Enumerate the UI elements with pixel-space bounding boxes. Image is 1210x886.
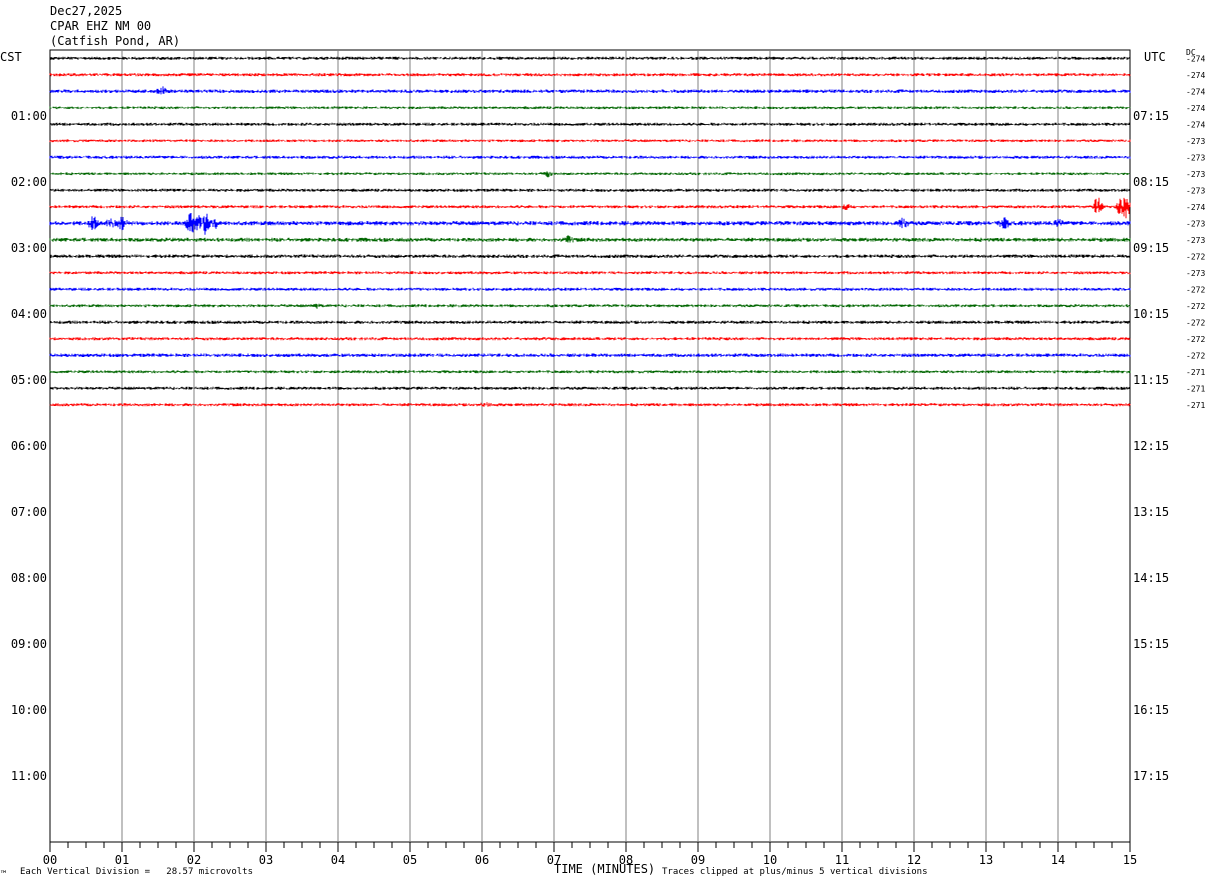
seismic-trace — [49, 188, 1131, 192]
left-hour-label: 06:00 — [11, 439, 47, 453]
dc-offset-label: -272 — [1186, 252, 1205, 261]
x-tick-label: 12 — [907, 853, 921, 867]
seismic-trace — [49, 86, 1131, 95]
dc-offset-label: -273 — [1186, 236, 1205, 245]
dc-offset-label: -272 — [1186, 285, 1205, 294]
seismic-trace — [49, 155, 1131, 159]
dc-offset-header: DC — [1186, 48, 1196, 57]
x-axis-title: TIME (MINUTES) — [554, 862, 656, 876]
x-tick-label: 10 — [763, 853, 777, 867]
dc-offset-label: -274 — [1186, 104, 1205, 113]
seismic-trace — [49, 303, 1131, 309]
seismic-trace — [49, 353, 1131, 357]
dc-offset-label: -271 — [1186, 384, 1205, 393]
seismic-trace — [49, 287, 1131, 291]
dc-offset-label: -274 — [1186, 203, 1205, 212]
left-hour-label: 07:00 — [11, 505, 47, 519]
seismic-trace — [49, 402, 1131, 407]
seismic-trace — [49, 213, 1131, 235]
right-hour-label: 11:15 — [1133, 373, 1169, 387]
x-tick-label: 15 — [1123, 853, 1137, 867]
seismic-trace — [49, 271, 1131, 275]
right-hour-label: 15:15 — [1133, 637, 1169, 651]
dc-offset-label: -272 — [1186, 318, 1205, 327]
seismic-trace — [49, 370, 1131, 374]
x-tick-label: 09 — [691, 853, 705, 867]
left-hour-label: 05:00 — [11, 373, 47, 387]
dc-offset-label: -273 — [1186, 153, 1205, 162]
dc-offset-label: -272 — [1186, 335, 1205, 344]
right-hour-label: 07:15 — [1133, 109, 1169, 123]
left-hour-label: 10:00 — [11, 703, 47, 717]
x-tick-label: 07 — [547, 853, 561, 867]
dc-offset-label: -273 — [1186, 219, 1205, 228]
dc-offset-label: -274 — [1186, 120, 1205, 129]
dc-offset-label: -274 — [1186, 54, 1205, 63]
dc-offset-label: -274 — [1186, 87, 1205, 96]
seismic-trace — [49, 320, 1131, 324]
left-hour-label: 11:00 — [11, 769, 47, 783]
vertical-division-note: Each Vertical Division = 28.57 microvolt… — [20, 867, 253, 877]
x-tick-label: 06 — [475, 853, 489, 867]
right-timezone-label: UTC — [1144, 50, 1166, 64]
seismic-trace — [49, 56, 1131, 60]
x-tick-label: 05 — [403, 853, 417, 867]
dc-offset-label: -271 — [1186, 401, 1205, 410]
left-hour-label: 03:00 — [11, 241, 47, 255]
x-tick-label: 03 — [259, 853, 273, 867]
right-hour-label: 10:15 — [1133, 307, 1169, 321]
left-hour-label: 08:00 — [11, 571, 47, 585]
seismic-trace — [49, 122, 1131, 126]
seismic-trace — [49, 235, 1131, 243]
dc-offset-label: -272 — [1186, 351, 1205, 360]
x-tick-label: 08 — [619, 853, 633, 867]
station-code: CPAR EHZ NM 00 — [50, 19, 152, 33]
left-hour-label: 04:00 — [11, 307, 47, 321]
seismic-trace — [49, 337, 1131, 341]
seismic-trace — [49, 106, 1131, 110]
x-tick-label: 04 — [331, 853, 345, 867]
left-hour-label: 09:00 — [11, 637, 47, 651]
dc-offset-label: -272 — [1186, 302, 1205, 311]
left-hour-label: 02:00 — [11, 175, 47, 189]
clip-note: Traces clipped at plus/minus 5 vertical … — [662, 867, 928, 877]
x-tick-label: 02 — [187, 853, 201, 867]
chart-date: Dec27,2025 — [50, 4, 123, 18]
left-timezone-label: CST — [0, 50, 22, 64]
seismic-trace — [49, 139, 1131, 143]
seismic-trace — [49, 171, 1131, 178]
right-hour-label: 14:15 — [1133, 571, 1169, 585]
plot-frame — [49, 49, 1131, 843]
x-tick-label: 00 — [43, 853, 57, 867]
right-hour-label: 08:15 — [1133, 175, 1169, 189]
right-hour-label: 13:15 — [1133, 505, 1169, 519]
dc-offset-label: -271 — [1186, 368, 1205, 377]
dc-offset-label: -273 — [1186, 170, 1205, 179]
left-hour-label: 01:00 — [11, 109, 47, 123]
seismic-trace — [49, 386, 1131, 390]
dc-offset-label: -274 — [1186, 71, 1205, 80]
dc-offset-label: -273 — [1186, 269, 1205, 278]
right-hour-label: 09:15 — [1133, 241, 1169, 255]
x-tick-label: 13 — [979, 853, 993, 867]
right-hour-label: 12:15 — [1133, 439, 1169, 453]
right-hour-label: 16:15 — [1133, 703, 1169, 717]
dc-offset-label: -273 — [1186, 186, 1205, 195]
right-hour-label: 17:15 — [1133, 769, 1169, 783]
station-location: (Catfish Pond, AR) — [50, 34, 181, 48]
corner-mark: ™ — [1, 870, 7, 880]
seismic-trace — [49, 254, 1131, 258]
dc-offset-label: -273 — [1186, 137, 1205, 146]
seismic-trace — [49, 197, 1131, 219]
x-tick-label: 14 — [1051, 853, 1065, 867]
x-tick-label: 11 — [835, 853, 849, 867]
x-tick-label: 01 — [115, 853, 129, 867]
seismic-trace — [49, 73, 1131, 77]
